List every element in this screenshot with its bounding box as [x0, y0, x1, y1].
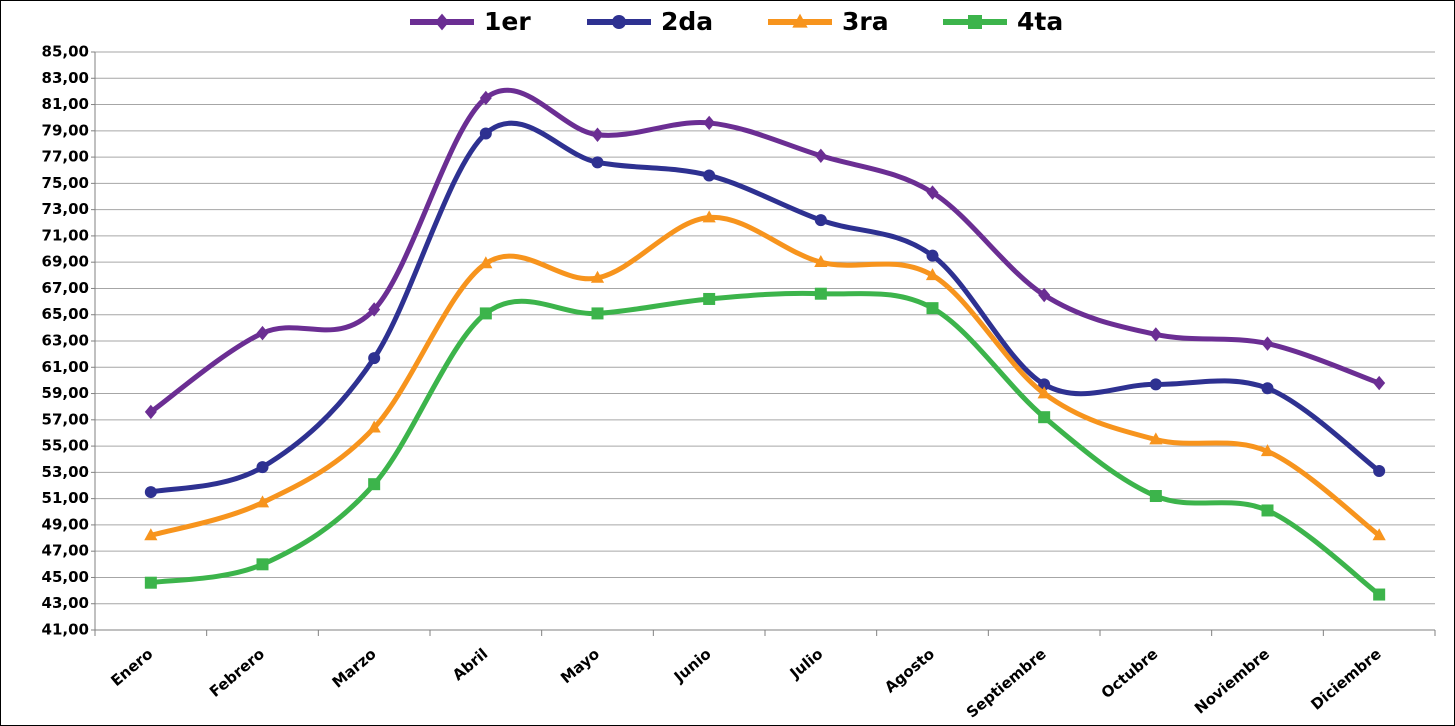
- marker: [255, 495, 270, 508]
- marker: [368, 302, 381, 317]
- marker: [612, 15, 626, 29]
- marker: [703, 292, 716, 305]
- marker: [702, 210, 716, 223]
- marker: [1038, 287, 1051, 303]
- marker: [968, 15, 982, 29]
- marker: [479, 307, 492, 320]
- y-tick-label: 49,00: [42, 515, 89, 533]
- marker: [792, 13, 808, 28]
- marker: [479, 127, 492, 140]
- marker: [814, 287, 827, 300]
- marker: [591, 156, 604, 169]
- y-tick-label: 63,00: [42, 332, 89, 350]
- marker: [435, 13, 449, 31]
- y-tick-label: 77,00: [42, 148, 89, 166]
- marker: [1038, 378, 1051, 391]
- marker: [368, 352, 381, 365]
- y-tick-label: 47,00: [42, 542, 89, 560]
- marker: [1373, 588, 1386, 601]
- marker: [814, 148, 827, 163]
- marker: [703, 169, 716, 182]
- y-tick-label: 45,00: [42, 568, 89, 586]
- marker: [926, 185, 939, 200]
- legend-label: 3ra: [842, 7, 889, 36]
- marker: [256, 558, 269, 571]
- marker: [926, 249, 939, 262]
- legend-label: 2da: [661, 7, 713, 36]
- y-tick-label: 69,00: [42, 253, 89, 271]
- y-tick-label: 55,00: [42, 437, 89, 455]
- marker: [1373, 465, 1386, 478]
- marker: [1149, 327, 1162, 342]
- marker: [256, 325, 269, 341]
- marker: [1372, 528, 1386, 541]
- y-tick-label: 61,00: [42, 358, 89, 376]
- marker: [1261, 336, 1274, 351]
- marker: [479, 256, 493, 269]
- y-tick-label: 85,00: [42, 43, 89, 61]
- marker: [926, 302, 939, 315]
- marker: [1261, 504, 1274, 517]
- marker: [144, 528, 158, 541]
- y-tick-label: 79,00: [42, 121, 89, 139]
- marker: [256, 461, 269, 474]
- y-tick-label: 57,00: [42, 410, 89, 428]
- marker: [703, 115, 716, 131]
- marker: [814, 254, 828, 267]
- marker: [1149, 378, 1162, 391]
- marker: [1149, 432, 1163, 445]
- legend-label: 4ta: [1017, 7, 1063, 36]
- marker: [591, 127, 604, 142]
- marker: [1373, 375, 1386, 391]
- marker: [1149, 490, 1162, 503]
- marker: [590, 270, 605, 283]
- y-tick-label: 75,00: [42, 174, 89, 192]
- marker: [368, 478, 381, 491]
- y-tick-label: 81,00: [42, 95, 89, 113]
- marker: [144, 576, 157, 589]
- marker: [814, 214, 827, 227]
- marker: [1038, 411, 1051, 424]
- marker: [591, 307, 604, 320]
- marker: [479, 90, 492, 106]
- marker: [144, 404, 157, 420]
- legend-label: 1er: [484, 7, 531, 36]
- y-tick-label: 51,00: [42, 489, 89, 507]
- y-tick-label: 41,00: [42, 621, 89, 639]
- y-tick-label: 65,00: [42, 305, 89, 323]
- marker: [1261, 382, 1274, 395]
- y-tick-label: 59,00: [42, 384, 89, 402]
- y-tick-label: 53,00: [42, 463, 89, 481]
- y-tick-label: 73,00: [42, 200, 89, 218]
- y-tick-label: 71,00: [42, 226, 89, 244]
- y-tick-label: 83,00: [42, 69, 89, 87]
- marker: [144, 486, 157, 499]
- marker: [1260, 444, 1275, 457]
- y-tick-label: 43,00: [42, 594, 89, 612]
- marker: [1037, 386, 1051, 399]
- y-tick-label: 67,00: [42, 279, 89, 297]
- marker: [925, 268, 940, 281]
- marker: [367, 420, 381, 433]
